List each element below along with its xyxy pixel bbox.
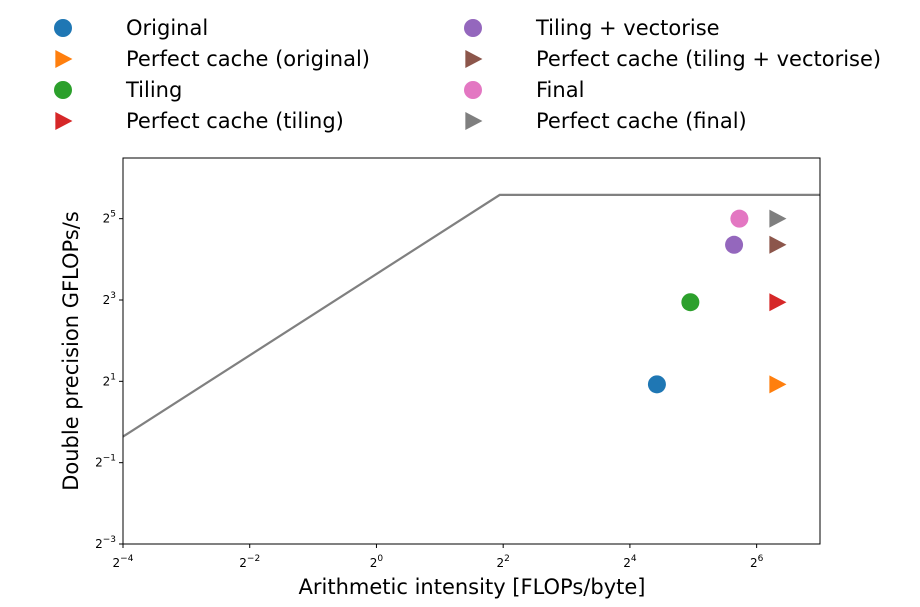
legend-label: Original	[126, 16, 208, 40]
x-axis-label: Arithmetic intensity [FLOPs/byte]	[299, 575, 646, 599]
x-axis: 2−4 2−2 20 22 24 26	[113, 544, 764, 570]
point-perfect-cache-tiling	[769, 293, 787, 312]
legend-label: Tiling + vectorise	[535, 16, 720, 40]
x-tick-label: 20	[370, 554, 384, 570]
legend-marker-perfect-cache-original	[55, 50, 73, 68]
point-tiling-vectorise	[725, 235, 744, 254]
x-tick-label: 22	[496, 554, 509, 570]
legend-marker-perfect-cache-tiling-vectorise	[465, 50, 483, 68]
legend-label: Perfect cache (final)	[536, 109, 747, 133]
legend-item-perfect-cache-final: Perfect cache (final)	[465, 109, 747, 133]
point-perfect-cache-final	[769, 209, 787, 228]
x-tick-label: 2−4	[113, 554, 134, 570]
x-tick-label: 2−2	[239, 554, 260, 570]
legend-label: Perfect cache (tiling)	[126, 109, 344, 133]
legend-marker-final	[464, 81, 482, 99]
legend-item-tiling-vectorise: Tiling + vectorise	[464, 16, 720, 40]
legend-label: Perfect cache (original)	[126, 47, 370, 71]
y-axis: 2−3 2−1 21 23 25	[95, 210, 123, 551]
legend-item-perfect-cache-original: Perfect cache (original)	[55, 47, 370, 71]
legend-marker-perfect-cache-tiling	[55, 112, 73, 130]
y-tick-label: 2−1	[95, 454, 116, 470]
point-tiling	[681, 293, 700, 312]
roofline-curve	[123, 193, 820, 438]
legend-item-original: Original	[54, 16, 208, 40]
data-points	[647, 209, 787, 394]
y-tick-label: 23	[103, 291, 116, 307]
legend-item-perfect-cache-tiling: Perfect cache (tiling)	[55, 109, 344, 133]
point-original	[647, 375, 666, 394]
plot-area	[122, 157, 821, 545]
legend-marker-perfect-cache-final	[465, 112, 483, 130]
y-axis-label: Double precision GFLOPs/s	[59, 211, 83, 491]
legend-marker-original	[54, 19, 72, 37]
x-tick-label: 26	[750, 554, 764, 570]
legend-label: Perfect cache (tiling + vectorise)	[536, 47, 881, 71]
point-final	[730, 209, 749, 228]
point-perfect-cache-tiling-vectorise	[769, 235, 787, 254]
legend-label: Tiling	[125, 78, 182, 102]
legend: Original Perfect cache (original) Tiling Pe…	[54, 16, 881, 133]
legend-label: Final	[536, 78, 584, 102]
legend-item-tiling: Tiling	[54, 78, 182, 102]
x-tick-label: 24	[623, 554, 637, 570]
axes-frame	[122, 157, 821, 545]
legend-marker-tiling-vectorise	[464, 19, 482, 37]
legend-item-final: Final	[464, 78, 584, 102]
y-tick-label: 21	[103, 372, 116, 388]
y-tick-label: 2−3	[95, 535, 116, 551]
roofline-path	[123, 193, 820, 438]
y-tick-label: 25	[103, 210, 116, 226]
point-perfect-cache-original	[769, 375, 787, 394]
legend-item-perfect-cache-tiling-vectorise: Perfect cache (tiling + vectorise)	[465, 47, 881, 71]
legend-marker-tiling	[54, 81, 72, 99]
